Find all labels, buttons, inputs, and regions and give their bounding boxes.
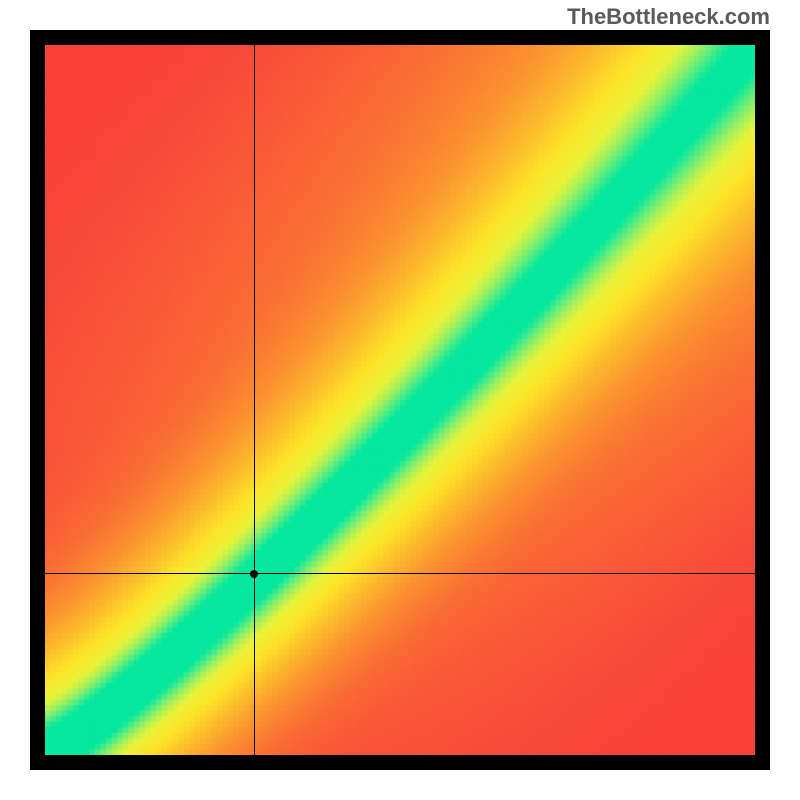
watermark-text: TheBottleneck.com (567, 4, 770, 30)
crosshair-vertical-line (254, 45, 255, 755)
bottleneck-heatmap-chart (30, 30, 770, 770)
crosshair-marker-dot (250, 570, 258, 578)
heatmap-canvas (45, 45, 755, 755)
crosshair-horizontal-line (45, 573, 755, 574)
